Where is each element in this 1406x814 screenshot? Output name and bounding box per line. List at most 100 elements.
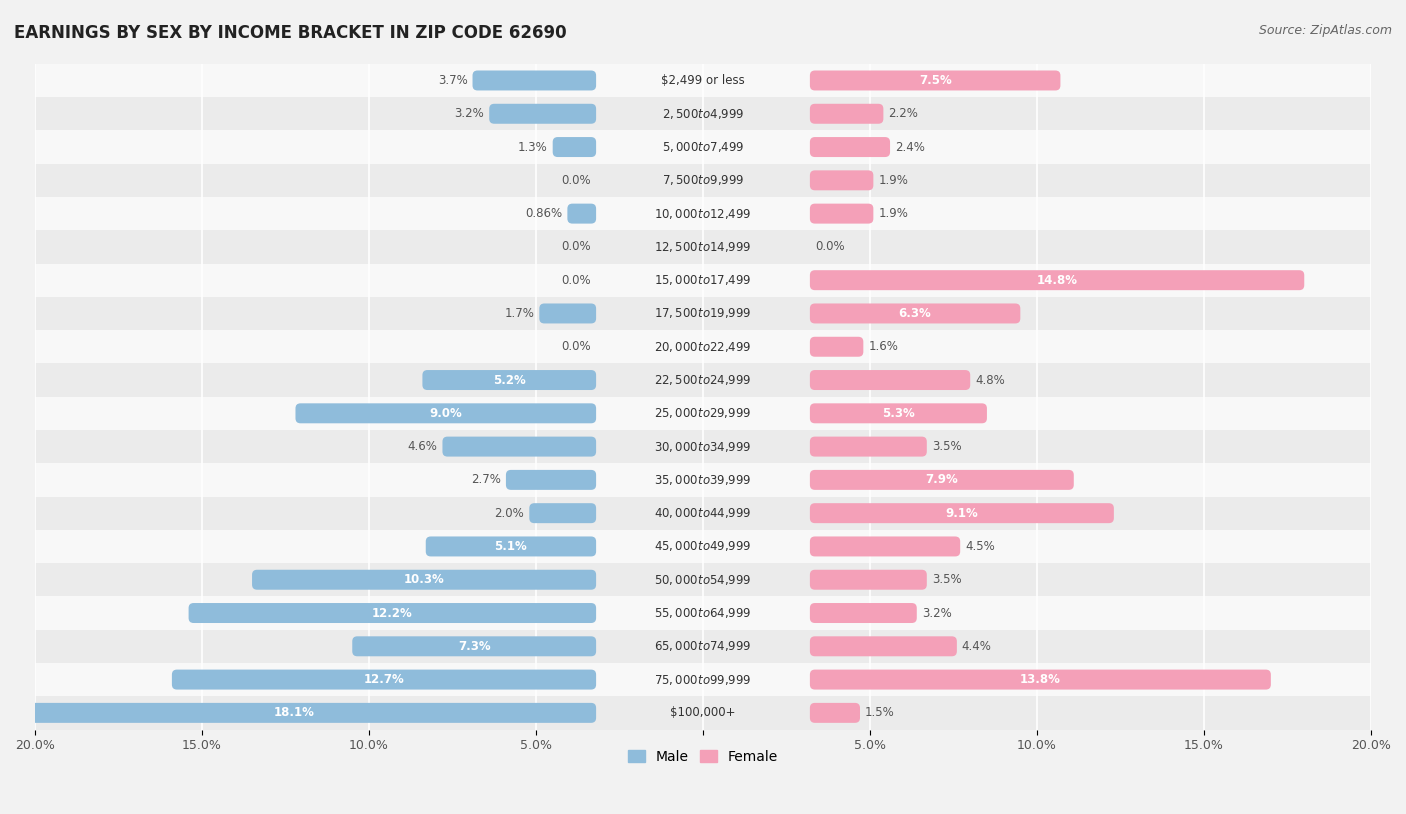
FancyBboxPatch shape [810, 204, 873, 224]
Text: $30,000 to $34,999: $30,000 to $34,999 [654, 440, 752, 453]
Text: $75,000 to $99,999: $75,000 to $99,999 [654, 672, 752, 686]
FancyBboxPatch shape [472, 71, 596, 90]
Bar [35, 297, 1371, 330]
FancyBboxPatch shape [810, 503, 1114, 523]
FancyBboxPatch shape [810, 702, 860, 723]
Bar [35, 197, 1371, 230]
Bar [35, 396, 1371, 430]
FancyBboxPatch shape [506, 470, 596, 490]
FancyBboxPatch shape [568, 204, 596, 224]
FancyBboxPatch shape [810, 637, 957, 656]
Text: 0.0%: 0.0% [561, 340, 591, 353]
Bar [35, 97, 1371, 130]
Text: 13.8%: 13.8% [1019, 673, 1060, 686]
Text: 4.5%: 4.5% [965, 540, 995, 553]
Text: 14.8%: 14.8% [1036, 274, 1077, 287]
Text: 9.0%: 9.0% [429, 407, 463, 420]
Text: $10,000 to $12,499: $10,000 to $12,499 [654, 207, 752, 221]
Bar [35, 130, 1371, 164]
Text: 1.7%: 1.7% [505, 307, 534, 320]
Text: 3.7%: 3.7% [437, 74, 468, 87]
FancyBboxPatch shape [295, 403, 596, 423]
Bar [35, 264, 1371, 297]
Text: 1.9%: 1.9% [879, 174, 908, 187]
Text: $65,000 to $74,999: $65,000 to $74,999 [654, 639, 752, 654]
Text: EARNINGS BY SEX BY INCOME BRACKET IN ZIP CODE 62690: EARNINGS BY SEX BY INCOME BRACKET IN ZIP… [14, 24, 567, 42]
Bar [35, 696, 1371, 729]
FancyBboxPatch shape [810, 304, 1021, 323]
Bar [35, 463, 1371, 497]
FancyBboxPatch shape [810, 570, 927, 589]
Bar [35, 330, 1371, 363]
Text: 7.9%: 7.9% [925, 474, 959, 487]
Text: 0.0%: 0.0% [561, 240, 591, 253]
Text: 5.1%: 5.1% [495, 540, 527, 553]
Text: 2.7%: 2.7% [471, 474, 501, 487]
FancyBboxPatch shape [810, 470, 1074, 490]
Text: $2,499 or less: $2,499 or less [661, 74, 745, 87]
Text: $12,500 to $14,999: $12,500 to $14,999 [654, 240, 752, 254]
Text: $35,000 to $39,999: $35,000 to $39,999 [654, 473, 752, 487]
FancyBboxPatch shape [810, 436, 927, 457]
FancyBboxPatch shape [810, 536, 960, 557]
Text: 0.86%: 0.86% [526, 207, 562, 220]
Bar [35, 164, 1371, 197]
Text: $17,500 to $19,999: $17,500 to $19,999 [654, 306, 752, 321]
Bar [35, 597, 1371, 630]
Bar [35, 530, 1371, 563]
FancyBboxPatch shape [810, 71, 1060, 90]
Text: 2.0%: 2.0% [495, 506, 524, 519]
Text: 0.0%: 0.0% [561, 174, 591, 187]
Text: 1.5%: 1.5% [865, 707, 894, 720]
Text: 2.2%: 2.2% [889, 107, 918, 120]
Bar [35, 63, 1371, 97]
Text: 4.4%: 4.4% [962, 640, 991, 653]
Text: 0.0%: 0.0% [815, 240, 845, 253]
Text: $50,000 to $54,999: $50,000 to $54,999 [654, 573, 752, 587]
Text: $7,500 to $9,999: $7,500 to $9,999 [662, 173, 744, 187]
Text: 7.5%: 7.5% [918, 74, 952, 87]
FancyBboxPatch shape [540, 304, 596, 323]
FancyBboxPatch shape [810, 337, 863, 357]
Text: 6.3%: 6.3% [898, 307, 932, 320]
Text: 3.2%: 3.2% [922, 606, 952, 619]
Text: 7.3%: 7.3% [458, 640, 491, 653]
Text: 4.6%: 4.6% [408, 440, 437, 453]
Text: 3.5%: 3.5% [932, 440, 962, 453]
Text: 1.6%: 1.6% [869, 340, 898, 353]
Text: 5.2%: 5.2% [494, 374, 526, 387]
FancyBboxPatch shape [426, 536, 596, 557]
Text: 4.8%: 4.8% [976, 374, 1005, 387]
FancyBboxPatch shape [443, 436, 596, 457]
Text: 1.9%: 1.9% [879, 207, 908, 220]
FancyBboxPatch shape [810, 670, 1271, 689]
FancyBboxPatch shape [489, 103, 596, 124]
FancyBboxPatch shape [529, 503, 596, 523]
Text: 2.4%: 2.4% [896, 141, 925, 154]
FancyBboxPatch shape [353, 637, 596, 656]
Text: 12.2%: 12.2% [373, 606, 413, 619]
Text: $5,000 to $7,499: $5,000 to $7,499 [662, 140, 744, 154]
Text: $15,000 to $17,499: $15,000 to $17,499 [654, 274, 752, 287]
FancyBboxPatch shape [172, 670, 596, 689]
Text: $40,000 to $44,999: $40,000 to $44,999 [654, 506, 752, 520]
Text: 9.1%: 9.1% [945, 506, 979, 519]
FancyBboxPatch shape [422, 370, 596, 390]
Text: 3.5%: 3.5% [932, 573, 962, 586]
Text: $2,500 to $4,999: $2,500 to $4,999 [662, 107, 744, 120]
Text: $22,500 to $24,999: $22,500 to $24,999 [654, 373, 752, 387]
FancyBboxPatch shape [810, 603, 917, 623]
Text: Source: ZipAtlas.com: Source: ZipAtlas.com [1258, 24, 1392, 37]
Bar [35, 430, 1371, 463]
FancyBboxPatch shape [553, 137, 596, 157]
Text: 3.2%: 3.2% [454, 107, 484, 120]
FancyBboxPatch shape [810, 370, 970, 390]
Text: 12.7%: 12.7% [364, 673, 405, 686]
Text: $25,000 to $29,999: $25,000 to $29,999 [654, 406, 752, 420]
Text: 1.3%: 1.3% [517, 141, 548, 154]
Text: $55,000 to $64,999: $55,000 to $64,999 [654, 606, 752, 620]
Text: 5.3%: 5.3% [882, 407, 915, 420]
FancyBboxPatch shape [810, 103, 883, 124]
Text: $45,000 to $49,999: $45,000 to $49,999 [654, 540, 752, 554]
Bar [35, 563, 1371, 597]
